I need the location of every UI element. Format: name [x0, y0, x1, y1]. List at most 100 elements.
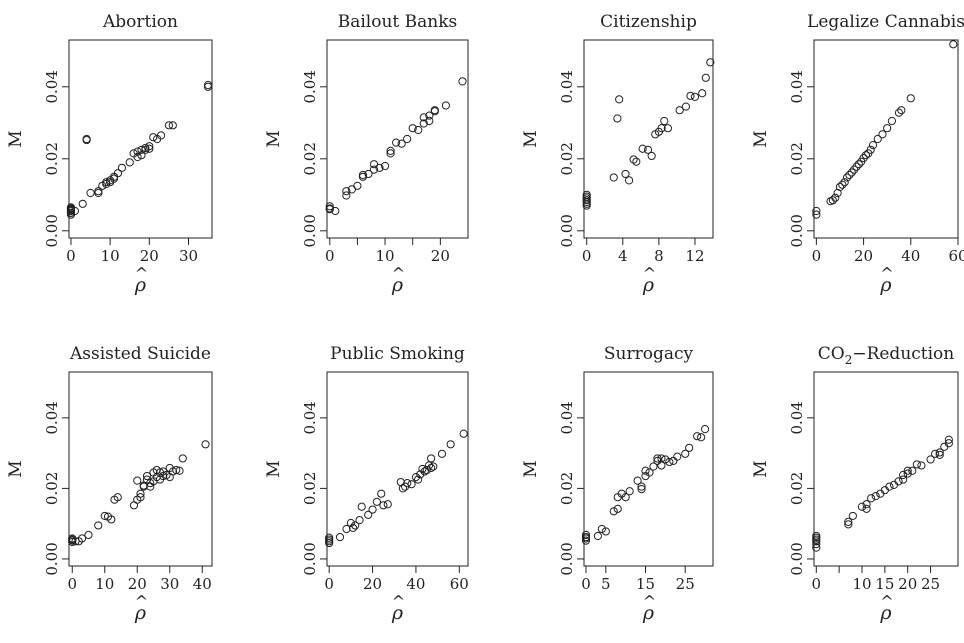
data-point	[136, 493, 145, 502]
data-point	[107, 515, 116, 524]
data-point	[885, 482, 894, 491]
x-axis-label-hat: ^	[135, 592, 148, 611]
x-tick-label: 25	[676, 575, 695, 593]
data-point	[847, 168, 856, 177]
data-point	[696, 433, 706, 442]
data-point	[70, 206, 79, 216]
data-point	[681, 102, 691, 111]
plot-frame	[813, 371, 959, 567]
y-axis-label: M	[264, 460, 284, 477]
data-point	[414, 475, 423, 484]
panel: Citizenship 0.00 0.02 0.04 M 0 4 8 12 ρ^	[521, 12, 715, 296]
data-point	[416, 470, 425, 479]
data-point	[325, 205, 334, 214]
data-point	[883, 124, 892, 133]
data-point	[701, 73, 710, 82]
data-point	[377, 489, 386, 498]
data-point	[351, 521, 360, 530]
x-tick-label: 40	[406, 575, 425, 593]
data-point	[935, 448, 944, 457]
data-point	[142, 471, 152, 481]
data-point	[429, 462, 438, 471]
y-tick-label: 0.00	[558, 542, 576, 575]
data-point	[77, 534, 87, 543]
data-point	[397, 139, 406, 148]
data-point	[355, 516, 364, 525]
x-axis-label: ρ	[642, 274, 655, 296]
data-point	[425, 116, 434, 126]
panel: Surrogacy 0.00 0.02 0.04 M 0 5 15 25 ρ^	[521, 344, 714, 624]
data-point	[94, 188, 103, 198]
data-point	[621, 169, 630, 179]
data-point	[831, 193, 840, 202]
data-point	[828, 196, 837, 205]
data-point	[835, 182, 845, 191]
data-point	[615, 95, 624, 104]
y-tick-label: 0.04	[43, 70, 61, 103]
x-tick-label: 20	[140, 247, 159, 265]
data-point	[663, 124, 672, 133]
x-tick-label: 0	[812, 247, 822, 265]
data-point	[935, 450, 944, 459]
data-point	[145, 142, 154, 151]
x-tick-label: 20	[898, 575, 917, 593]
plot-frame	[68, 371, 213, 567]
data-point	[386, 149, 395, 158]
data-point	[430, 107, 439, 116]
data-point	[899, 470, 908, 480]
data-point	[364, 169, 373, 179]
y-axis-label: M	[6, 460, 26, 477]
x-tick-label: 5	[601, 575, 611, 593]
x-tick-label: 10	[852, 575, 871, 593]
data-point	[100, 511, 109, 521]
data-point	[637, 485, 646, 494]
data-point	[368, 505, 377, 514]
data-point	[325, 533, 334, 542]
data-point	[357, 502, 366, 511]
data-point	[175, 466, 184, 475]
data-point	[873, 134, 882, 144]
data-point	[335, 532, 345, 542]
data-point	[944, 439, 953, 448]
data-point	[690, 92, 700, 101]
data-point	[647, 151, 656, 161]
panel-title: Legalize Cannabis	[807, 12, 964, 32]
data-point	[414, 125, 423, 135]
data-point	[380, 161, 390, 171]
data-point	[178, 454, 187, 463]
data-point	[149, 133, 158, 142]
y-tick-label: 0.04	[558, 401, 576, 434]
x-tick-label: 0	[325, 247, 335, 265]
y-axis-label: M	[521, 130, 541, 147]
panel-title-subscript: 2	[845, 353, 853, 367]
y-tick-label: 0.04	[558, 70, 576, 103]
data-point	[845, 170, 854, 180]
data-point	[369, 165, 379, 174]
data-point	[459, 429, 468, 438]
y-tick-label: 0.04	[301, 401, 319, 434]
data-point	[899, 475, 908, 484]
x-axis-label: ρ	[134, 602, 147, 624]
y-tick-label: 0.04	[43, 401, 61, 434]
panel-title: Citizenship	[600, 12, 697, 32]
data-point	[203, 80, 213, 90]
data-point	[84, 530, 93, 540]
x-tick-label: 60	[450, 575, 469, 593]
plot-frame	[326, 371, 469, 567]
data-point	[411, 473, 421, 482]
data-point	[852, 162, 861, 171]
data-point	[342, 524, 351, 534]
data-point	[94, 521, 103, 530]
x-axis-label: ρ	[879, 602, 892, 624]
data-point	[812, 540, 821, 549]
data-point	[133, 152, 142, 162]
plot-frame	[583, 39, 714, 239]
data-point	[358, 170, 368, 180]
y-axis-label: M	[751, 130, 771, 147]
data-point	[931, 449, 940, 458]
data-point	[842, 173, 852, 182]
data-point	[86, 188, 95, 198]
x-tick-label: 40	[193, 575, 212, 593]
data-point	[408, 124, 417, 133]
